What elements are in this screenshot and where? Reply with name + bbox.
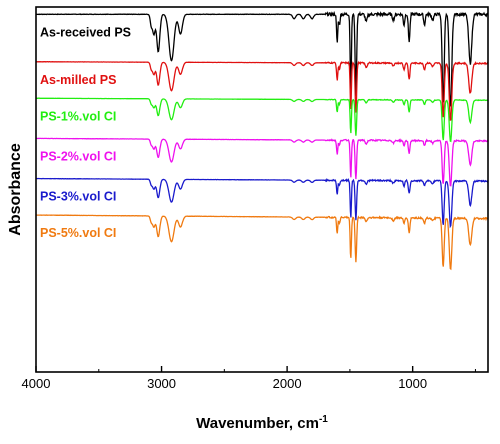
x-axis-title: Wavenumber, cm-1 [196, 414, 328, 432]
series-layer [35, 10, 489, 271]
x-tick-label: 2000 [273, 376, 302, 391]
y-axis-title: Absorbance [7, 143, 24, 236]
series-label-6: PS-5%.vol CI [40, 226, 116, 240]
series-label-3: PS-1%.vol CI [40, 109, 116, 123]
series-line-1 [36, 10, 489, 107]
series-line-4 [35, 137, 489, 187]
series-label-4: PS-2%.vol CI [40, 149, 116, 163]
series-line-2 [35, 60, 489, 121]
x-tick-label: 4000 [22, 376, 51, 391]
series-label-1: As-received PS [40, 25, 131, 39]
plot-frame [35, 6, 489, 373]
series-line-6 [36, 214, 489, 271]
x-tick-label: 3000 [147, 376, 176, 391]
x-axis-ticks: 4000 3000 2000 1000 [22, 366, 476, 391]
series-line-5 [35, 177, 489, 229]
series-label-2: As-milled PS [40, 73, 116, 87]
series-label-5: PS-3%.vol CI [40, 190, 116, 204]
series-line-3 [35, 97, 489, 143]
series-labels: As-received PS As-milled PS PS-1%.vol CI PS… [40, 25, 131, 240]
x-tick-label: 1000 [398, 376, 427, 391]
